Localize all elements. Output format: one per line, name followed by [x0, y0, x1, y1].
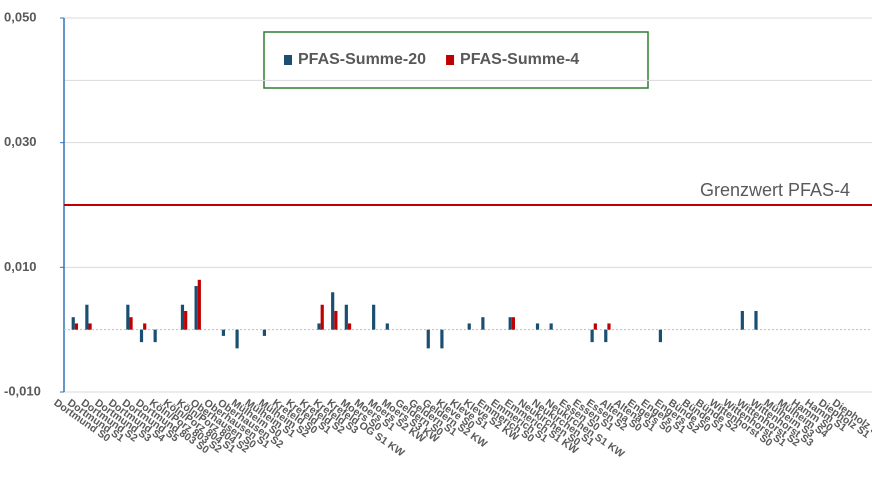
bar [74, 323, 79, 330]
bar [221, 329, 226, 336]
bar [194, 286, 198, 330]
bar [754, 310, 758, 330]
bar [317, 323, 321, 330]
bar [88, 323, 92, 330]
bar [590, 329, 594, 343]
bar [184, 310, 188, 330]
bar [467, 323, 471, 330]
y-tick-label: 0,030 [4, 134, 37, 149]
bar [593, 323, 597, 330]
bar [180, 304, 185, 330]
bar [143, 323, 147, 330]
bar [549, 323, 553, 330]
bar [607, 323, 611, 330]
bar [320, 304, 324, 330]
bar [604, 329, 608, 343]
bar [658, 329, 662, 343]
bar [440, 329, 444, 349]
bar [481, 317, 485, 330]
bar [85, 304, 89, 330]
bar [385, 323, 389, 330]
bar [334, 310, 338, 330]
legend-swatch [446, 55, 455, 65]
bar [139, 329, 144, 343]
bar [71, 317, 75, 330]
bar [347, 323, 352, 330]
bar [126, 304, 130, 330]
bar [372, 304, 376, 330]
bar [153, 329, 157, 343]
legend-label: PFAS-Summe-4 [460, 51, 579, 68]
bar [426, 329, 430, 349]
y-tick-label: 0,050 [4, 9, 37, 24]
bar [197, 279, 201, 330]
legend-box [263, 31, 649, 89]
bar [508, 317, 512, 330]
bar [331, 292, 335, 330]
bar [511, 317, 515, 330]
y-tick-label: -0,010 [4, 383, 41, 398]
bar [740, 310, 744, 330]
bar [535, 323, 540, 330]
bar [262, 329, 266, 336]
bar [235, 329, 239, 349]
bar [344, 304, 348, 330]
threshold-label: Grenzwert PFAS-4 [700, 180, 850, 200]
bar [129, 317, 133, 330]
legend-label: PFAS-Summe-20 [298, 51, 426, 68]
y-tick-label: 0,010 [4, 259, 37, 274]
legend-swatch [284, 55, 292, 65]
